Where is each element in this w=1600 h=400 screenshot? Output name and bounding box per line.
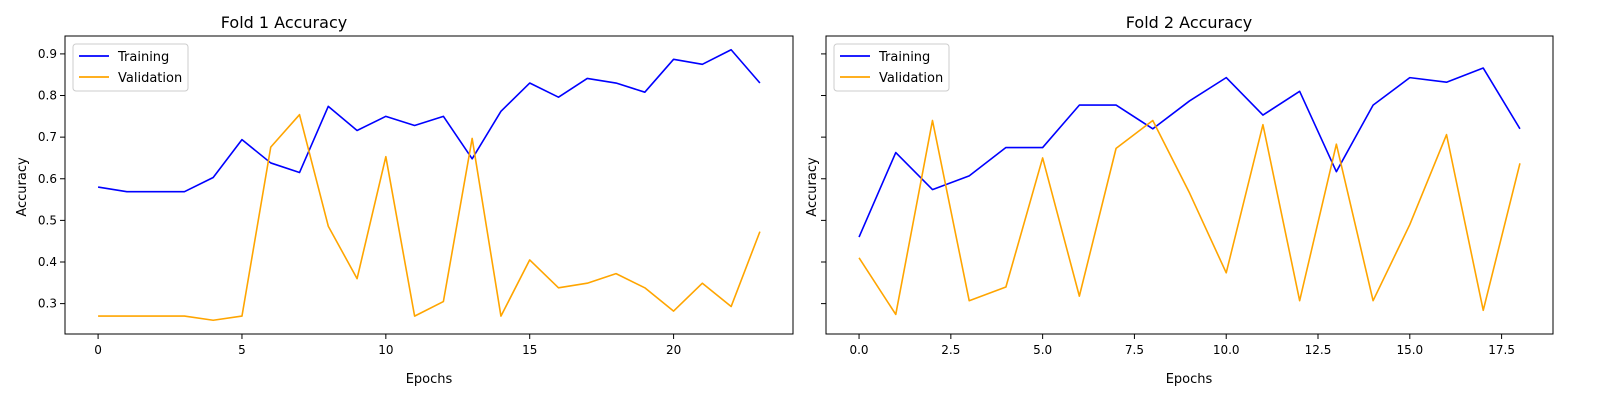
x-tick-label: 10: [378, 343, 393, 357]
chart-title: Fold 2 Accuracy: [1126, 13, 1252, 32]
y-tick-label: 0.5: [38, 213, 57, 227]
y-tick-label: 0.7: [38, 130, 57, 144]
y-tick-label: 0.9: [38, 47, 57, 61]
x-tick-label: 7.5: [1125, 343, 1144, 357]
x-tick-label: 10.0: [1213, 343, 1240, 357]
legend-label-training: Training: [878, 50, 930, 65]
x-tick-label: 0: [94, 343, 102, 357]
y-tick-label: 0.4: [38, 255, 57, 269]
x-tick-label: 20: [666, 343, 681, 357]
x-tick-label: 17.5: [1488, 343, 1515, 357]
series-line-training: [97, 48, 761, 193]
series-line-training: [858, 67, 1521, 238]
x-axis-label: Epochs: [406, 372, 453, 387]
series-line-validation: [98, 113, 761, 322]
y-tick-label: 0.8: [38, 89, 57, 103]
x-axis-label: Epochs: [1166, 372, 1213, 387]
x-tick-label: 15: [522, 343, 537, 357]
plot-frame: [64, 35, 794, 335]
chart-title: Fold 1 Accuracy: [221, 13, 347, 32]
x-tick-label: 15.0: [1396, 343, 1423, 357]
series-line-validation: [858, 119, 1521, 316]
y-tick-label: 0.6: [38, 172, 57, 186]
x-tick-label: 12.5: [1305, 343, 1332, 357]
plot-frame: [825, 35, 1554, 335]
legend-label-validation: Validation: [879, 71, 943, 86]
y-axis-label: Accuracy: [805, 157, 820, 217]
y-tick-label: 0.3: [38, 297, 57, 311]
y-axis-label: Accuracy: [15, 157, 30, 217]
x-tick-label: 2.5: [941, 343, 960, 357]
legend-label-training: Training: [117, 50, 169, 65]
x-tick-label: 5.0: [1033, 343, 1052, 357]
x-tick-label: 0.0: [849, 343, 868, 357]
legend-label-validation: Validation: [118, 71, 182, 86]
x-tick-label: 5: [238, 343, 246, 357]
fold-2-accuracy-chart: Fold 2 Accuracy Epochs Accuracy 0.0 2.5 5.…: [805, 13, 1554, 387]
fold-1-accuracy-chart: Fold 1 Accuracy Epochs Accuracy 0 5 10 15 20…: [15, 13, 794, 387]
